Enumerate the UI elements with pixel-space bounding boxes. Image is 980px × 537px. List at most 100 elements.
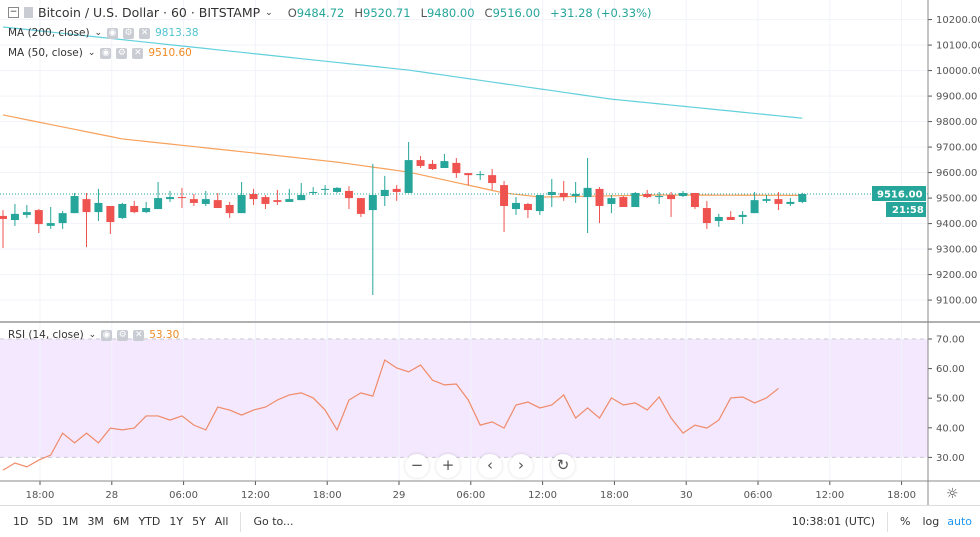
symbol-title[interactable]: Bitcoin / U.S. Dollar · 60 · BITSTAMP bbox=[38, 5, 261, 20]
collapse-icon[interactable]: − bbox=[8, 7, 19, 18]
candle-body bbox=[118, 203, 127, 218]
range-ytd[interactable]: YTD bbox=[138, 515, 161, 528]
candle bbox=[762, 195, 771, 203]
goto-button[interactable]: Go to... bbox=[253, 515, 294, 528]
candle bbox=[619, 196, 628, 208]
candle bbox=[249, 188, 258, 205]
clock-time[interactable]: 10:38:01 (UTC) bbox=[791, 515, 875, 528]
candle bbox=[511, 197, 520, 215]
candle bbox=[428, 160, 437, 171]
range-1y[interactable]: 1Y bbox=[169, 515, 184, 528]
candle-body bbox=[380, 189, 389, 197]
candle bbox=[321, 185, 330, 196]
percent-toggle[interactable]: % bbox=[900, 515, 911, 528]
ma50-label[interactable]: MA (50, close) bbox=[8, 47, 83, 59]
visibility-icon[interactable]: ◉ bbox=[107, 27, 119, 39]
close-icon[interactable]: ✕ bbox=[139, 27, 151, 39]
gear-icon[interactable]: ⚙ bbox=[117, 329, 129, 341]
rsi-tick-label: 40.00 bbox=[936, 423, 965, 434]
candle-body bbox=[631, 192, 640, 208]
candle bbox=[58, 211, 67, 229]
rsi-legend: RSI (14, close) ⌄ ◉ ⚙ ✕ 53.30 bbox=[8, 329, 179, 341]
visibility-icon[interactable]: ◉ bbox=[100, 47, 112, 59]
reset-chart-button[interactable]: ↻ bbox=[551, 454, 575, 478]
range-5y[interactable]: 5Y bbox=[192, 515, 206, 528]
log-toggle[interactable]: log bbox=[922, 515, 940, 528]
rsi-label[interactable]: RSI (14, close) bbox=[8, 329, 84, 341]
candle bbox=[523, 202, 532, 218]
range-1d[interactable]: 1D bbox=[13, 515, 29, 528]
price-tick-label: 10000.00 bbox=[936, 66, 980, 77]
chevron-down-icon[interactable]: ⌄ bbox=[87, 48, 96, 58]
ma50-line bbox=[2, 114, 803, 198]
range-all[interactable]: All bbox=[214, 515, 229, 528]
zoom-out-button[interactable]: − bbox=[405, 454, 429, 478]
auto-toggle[interactable]: auto bbox=[947, 515, 972, 528]
candle-body bbox=[500, 185, 509, 206]
candle-body bbox=[404, 160, 413, 193]
time-tick-label: 29 bbox=[393, 490, 406, 501]
candle-body bbox=[679, 192, 688, 197]
range-1m[interactable]: 1M bbox=[61, 515, 79, 528]
candle bbox=[94, 188, 103, 222]
price-tick-label: 9800.00 bbox=[936, 117, 977, 128]
candle-body bbox=[130, 205, 139, 213]
candle bbox=[0, 210, 7, 249]
chevron-down-icon[interactable]: ⌄ bbox=[94, 28, 103, 38]
candle-body bbox=[726, 216, 735, 221]
candle bbox=[714, 213, 723, 227]
candle bbox=[46, 207, 55, 229]
candle bbox=[201, 190, 210, 206]
candle bbox=[166, 190, 175, 202]
ma200-value: 9813.38 bbox=[155, 27, 199, 39]
gear-icon[interactable]: ⚙ bbox=[123, 27, 135, 39]
time-tick-label: 12:00 bbox=[528, 490, 557, 501]
symbol-legend: − Bitcoin / U.S. Dollar · 60 · BITSTAMP … bbox=[8, 5, 652, 20]
price-tick-label: 9900.00 bbox=[936, 92, 977, 103]
gear-icon[interactable]: ⚙ bbox=[116, 47, 128, 59]
candle bbox=[261, 195, 270, 210]
candle-body bbox=[82, 199, 91, 213]
candle bbox=[452, 158, 461, 178]
candle-body bbox=[34, 210, 43, 225]
change-value: +31.28 (+0.33%) bbox=[550, 5, 652, 20]
candle bbox=[70, 192, 79, 214]
range-6m[interactable]: 6M bbox=[112, 515, 130, 528]
chevron-down-icon[interactable]: ⌄ bbox=[265, 7, 273, 18]
chart-canvas[interactable]: 9100.00 9200.00 9300.00 9400.00 9500.00 9600.… bbox=[0, 0, 980, 506]
flag-icon bbox=[24, 7, 33, 18]
candle bbox=[10, 203, 19, 226]
ma200-line bbox=[2, 26, 803, 119]
zoom-in-button[interactable]: + bbox=[436, 454, 460, 478]
candle-body bbox=[774, 199, 783, 204]
time-tick-label: 12:00 bbox=[815, 490, 844, 501]
ma200-label[interactable]: MA (200, close) bbox=[8, 27, 90, 39]
candle-body bbox=[511, 202, 520, 210]
candle-body bbox=[333, 187, 342, 192]
scroll-left-button[interactable]: ‹ bbox=[478, 454, 502, 478]
settings-button[interactable]: ☼ bbox=[946, 486, 959, 502]
candle bbox=[273, 189, 282, 205]
candle bbox=[118, 202, 127, 219]
candle-body bbox=[261, 197, 270, 204]
chevron-down-icon[interactable]: ⌄ bbox=[88, 330, 97, 340]
candle bbox=[154, 182, 163, 210]
candle-body bbox=[452, 162, 461, 174]
close-icon[interactable]: ✕ bbox=[133, 329, 145, 341]
scroll-right-button[interactable]: › bbox=[509, 454, 533, 478]
candle bbox=[177, 187, 186, 209]
visibility-icon[interactable]: ◉ bbox=[101, 329, 113, 341]
candle bbox=[106, 205, 115, 235]
candle-body bbox=[70, 196, 79, 214]
candle-body bbox=[583, 187, 592, 198]
candle bbox=[285, 188, 294, 202]
candle bbox=[404, 141, 413, 193]
candle-body bbox=[786, 201, 795, 204]
range-3m[interactable]: 3M bbox=[87, 515, 104, 528]
close-icon[interactable]: ✕ bbox=[132, 47, 144, 59]
range-5d[interactable]: 5D bbox=[37, 515, 53, 528]
candle bbox=[130, 200, 139, 214]
candle-body bbox=[106, 205, 115, 223]
close-value: 9516.00 bbox=[492, 5, 541, 20]
candle-body bbox=[368, 195, 377, 211]
